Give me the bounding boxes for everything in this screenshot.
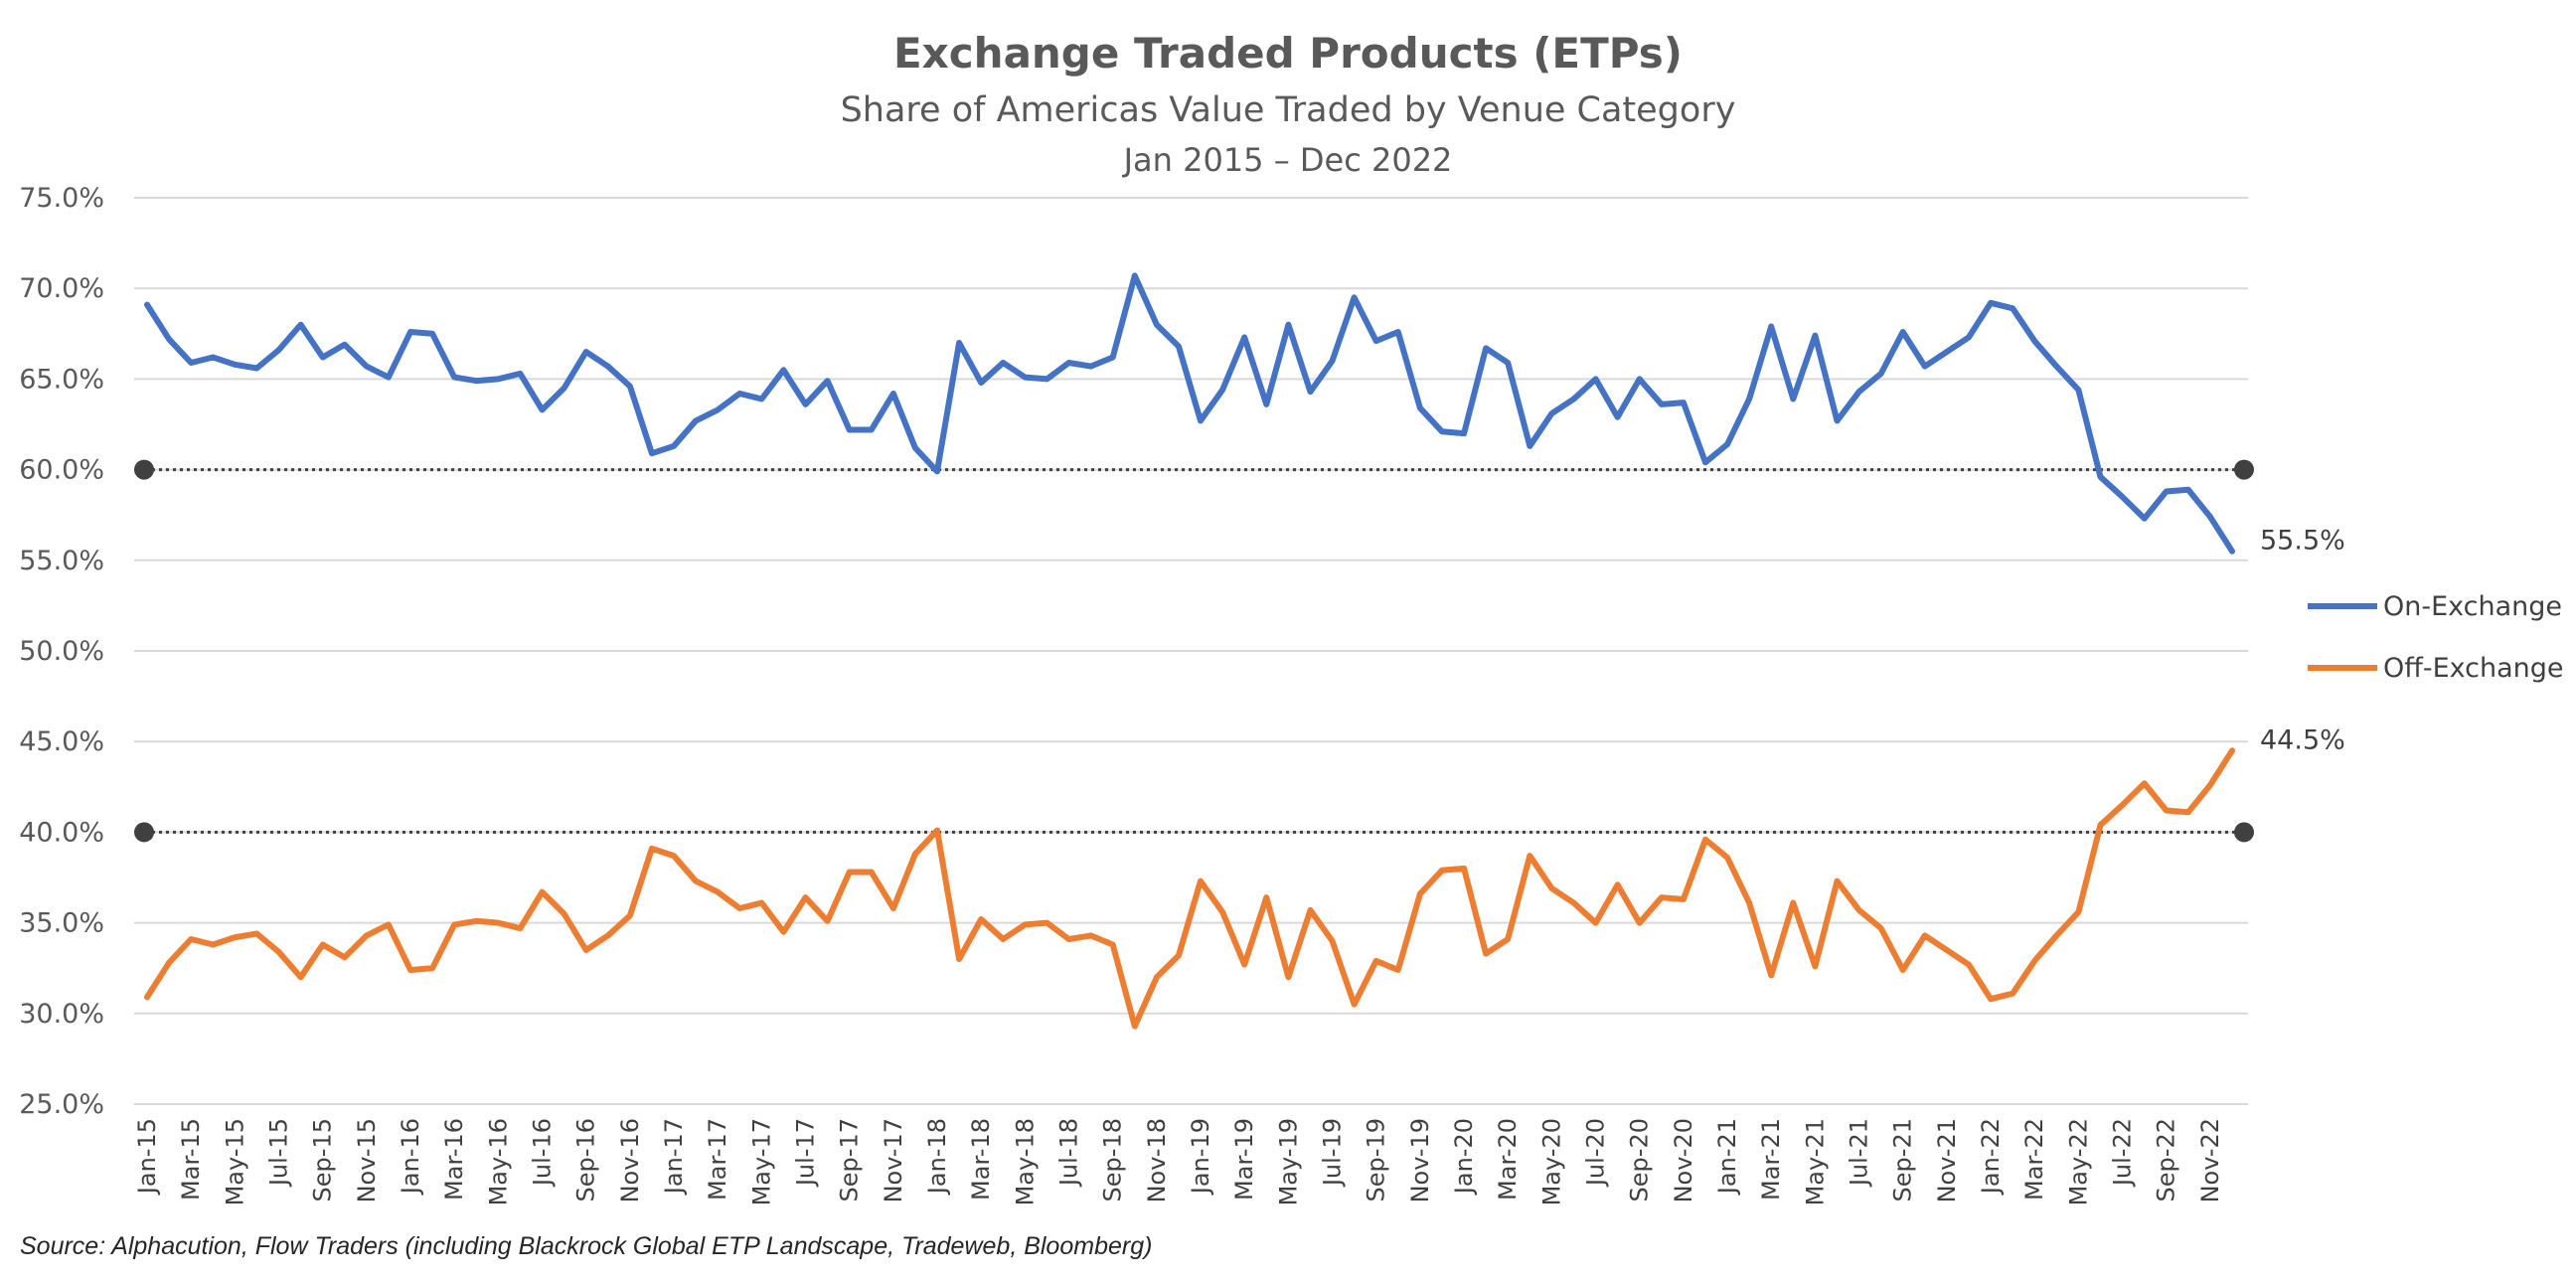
series-end-labels: 55.5% 44.5% — [2260, 526, 2345, 756]
x-tick-label: Nov-19 — [1406, 1118, 1434, 1202]
series-line-on-exchange — [144, 272, 2235, 555]
legend: On-Exchange Off-Exchange — [2308, 591, 2564, 684]
series-lines — [144, 272, 2235, 1030]
x-tick-label: Jul-22 — [2109, 1118, 2137, 1188]
x-tick-label: Mar-21 — [1757, 1118, 1785, 1201]
y-gridlines — [134, 197, 2248, 1105]
x-tick-label: Sep-22 — [2153, 1118, 2180, 1202]
reference-line-start-dot — [134, 822, 154, 843]
x-tick-label: Sep-18 — [1099, 1118, 1127, 1202]
x-axis-tick-labels: Jan-15 Mar-15 May-15 Jul-15 Sep-15 Nov-15 Jan-… — [133, 1118, 2224, 1205]
x-tick-label: Mar-19 — [1230, 1118, 1258, 1201]
y-tick-label: 25.0% — [19, 1089, 104, 1120]
reference-line-start-dot — [134, 459, 154, 480]
x-tick-label: Jan-22 — [1977, 1118, 2005, 1196]
x-tick-label: Nov-15 — [353, 1118, 381, 1202]
x-tick-label: Jul-15 — [265, 1118, 293, 1188]
x-tick-label: May-20 — [1537, 1118, 1565, 1205]
x-tick-label: Jul-21 — [1846, 1118, 1873, 1188]
x-tick-label: Nov-21 — [1933, 1118, 1961, 1202]
x-tick-label: Jan-20 — [1450, 1118, 1478, 1196]
x-tick-label: Jul-16 — [529, 1118, 557, 1188]
x-tick-label: May-16 — [484, 1118, 512, 1205]
x-tick-label: Sep-19 — [1363, 1118, 1390, 1202]
reference-lines — [134, 459, 2254, 843]
x-tick-label: Mar-22 — [2020, 1118, 2048, 1201]
x-tick-label: Jan-18 — [923, 1118, 951, 1196]
x-tick-label: Nov-16 — [616, 1118, 644, 1202]
x-tick-label: May-22 — [2064, 1118, 2092, 1205]
x-tick-label: Jan-17 — [660, 1118, 688, 1196]
chart-subtitle: Share of Americas Value Traded by Venue … — [841, 90, 1736, 130]
x-tick-label: Sep-20 — [1626, 1118, 1654, 1202]
x-tick-label: May-18 — [1011, 1118, 1039, 1205]
y-tick-label: 45.0% — [19, 726, 104, 757]
x-tick-label: Sep-16 — [572, 1118, 600, 1202]
x-tick-label: Nov-17 — [880, 1118, 907, 1202]
y-tick-label: 50.0% — [19, 636, 104, 667]
x-tick-label: Jul-20 — [1582, 1118, 1610, 1188]
y-tick-label: 30.0% — [19, 999, 104, 1030]
x-tick-label: Mar-18 — [967, 1118, 995, 1201]
y-axis-tick-labels: 75.0% 70.0% 65.0% 60.0% 55.0% 50.0% 45.0% 40.0%… — [19, 183, 104, 1120]
x-tick-label: Jan-21 — [1713, 1118, 1741, 1196]
x-tick-label: Jul-17 — [792, 1118, 820, 1188]
chart-date-range: Jan 2015 – Dec 2022 — [1122, 141, 1453, 179]
x-tick-label: Nov-20 — [1670, 1118, 1697, 1202]
x-tick-label: Nov-18 — [1143, 1118, 1171, 1202]
y-tick-label: 55.0% — [19, 546, 104, 576]
legend-label-off-exchange: Off-Exchange — [2383, 653, 2564, 684]
x-tick-label: Sep-15 — [309, 1118, 337, 1202]
end-label-off-exchange: 44.5% — [2260, 724, 2345, 755]
x-tick-label: Jul-18 — [1055, 1118, 1083, 1188]
chart-title: Exchange Traded Products (ETPs) — [893, 29, 1683, 78]
x-tick-label: May-21 — [1801, 1118, 1829, 1205]
x-tick-label: Mar-15 — [177, 1118, 205, 1201]
x-tick-label: Nov-22 — [2196, 1118, 2224, 1202]
reference-line-end-dot — [2234, 822, 2254, 843]
x-tick-label: Jan-15 — [133, 1118, 161, 1196]
end-label-on-exchange: 55.5% — [2260, 526, 2345, 557]
y-tick-label: 35.0% — [19, 908, 104, 939]
x-tick-label: Sep-17 — [836, 1118, 864, 1202]
y-tick-label: 40.0% — [19, 817, 104, 848]
x-tick-label: Sep-21 — [1889, 1118, 1917, 1202]
x-tick-label: Jan-19 — [1187, 1118, 1214, 1196]
x-tick-label: Jan-16 — [397, 1118, 424, 1196]
y-tick-label: 70.0% — [19, 273, 104, 304]
x-tick-label: May-15 — [221, 1118, 248, 1205]
reference-line-end-dot — [2234, 459, 2254, 480]
legend-label-on-exchange: On-Exchange — [2383, 591, 2562, 622]
x-tick-label: May-17 — [747, 1118, 775, 1205]
y-tick-label: 60.0% — [19, 455, 104, 486]
x-tick-label: May-19 — [1274, 1118, 1302, 1205]
series-line-off-exchange — [144, 747, 2235, 1030]
x-tick-label: Mar-17 — [704, 1118, 731, 1201]
y-tick-label: 65.0% — [19, 364, 104, 395]
x-tick-label: Jul-19 — [1319, 1118, 1347, 1188]
x-tick-label: Mar-16 — [440, 1118, 468, 1201]
source-note: Source: Alphacution, Flow Traders (inclu… — [20, 1232, 1152, 1260]
x-tick-label: Mar-20 — [1494, 1118, 1522, 1201]
y-tick-label: 75.0% — [19, 183, 104, 214]
